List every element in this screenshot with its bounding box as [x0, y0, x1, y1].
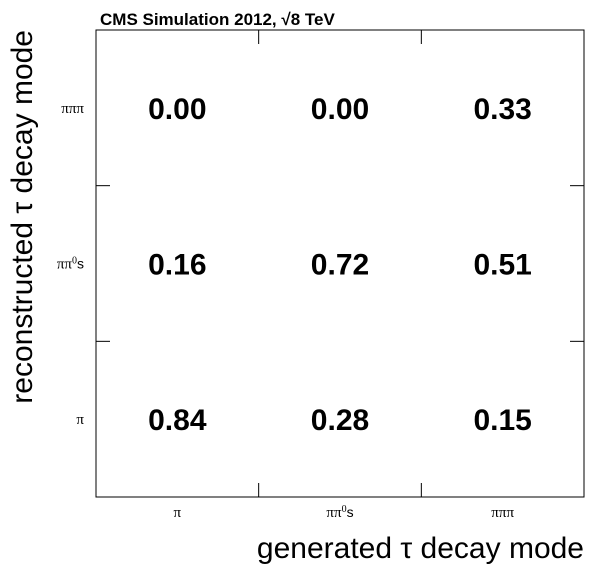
- cell-value: 0.16: [148, 249, 206, 282]
- y-tick-labels: π ππ0s πππ: [57, 101, 85, 428]
- axis-ticks: [96, 30, 584, 497]
- chart-title-root: 8: [291, 10, 300, 29]
- cell-value: 0.00: [311, 93, 369, 126]
- cell-value: 0.00: [148, 93, 206, 126]
- x-axis-title: generated τ decay mode: [257, 532, 584, 565]
- x-tick-label: π: [174, 505, 182, 521]
- x-tick-label: ππ0s: [326, 504, 353, 522]
- sqrt-symbol: √: [281, 10, 291, 29]
- cell-values: 0.84 0.28 0.15 0.16 0.72 0.51 0.00 0.00 0.33: [148, 93, 532, 437]
- x-tick-labels: π ππ0s πππ: [174, 504, 515, 522]
- cell-value: 0.72: [311, 249, 369, 282]
- chart-title-prefix: CMS Simulation 2012,: [100, 10, 281, 29]
- y-tick-label: πππ: [61, 101, 84, 117]
- cell-value: 0.15: [473, 404, 531, 437]
- x-tick-label: πππ: [491, 505, 514, 521]
- cell-value: 0.28: [311, 404, 369, 437]
- y-axis-title: reconstructed τ decay mode: [6, 30, 39, 404]
- chart-title: CMS Simulation 2012, √8 TeV: [100, 10, 336, 29]
- y-tick-label: π: [76, 412, 84, 428]
- y-tick-label: ππ0s: [57, 255, 84, 273]
- chart-title-suffix: TeV: [300, 10, 335, 29]
- cell-value: 0.51: [473, 249, 531, 282]
- plot-frame: [95, 29, 585, 498]
- cell-value: 0.84: [148, 404, 207, 437]
- cell-value: 0.33: [473, 93, 531, 126]
